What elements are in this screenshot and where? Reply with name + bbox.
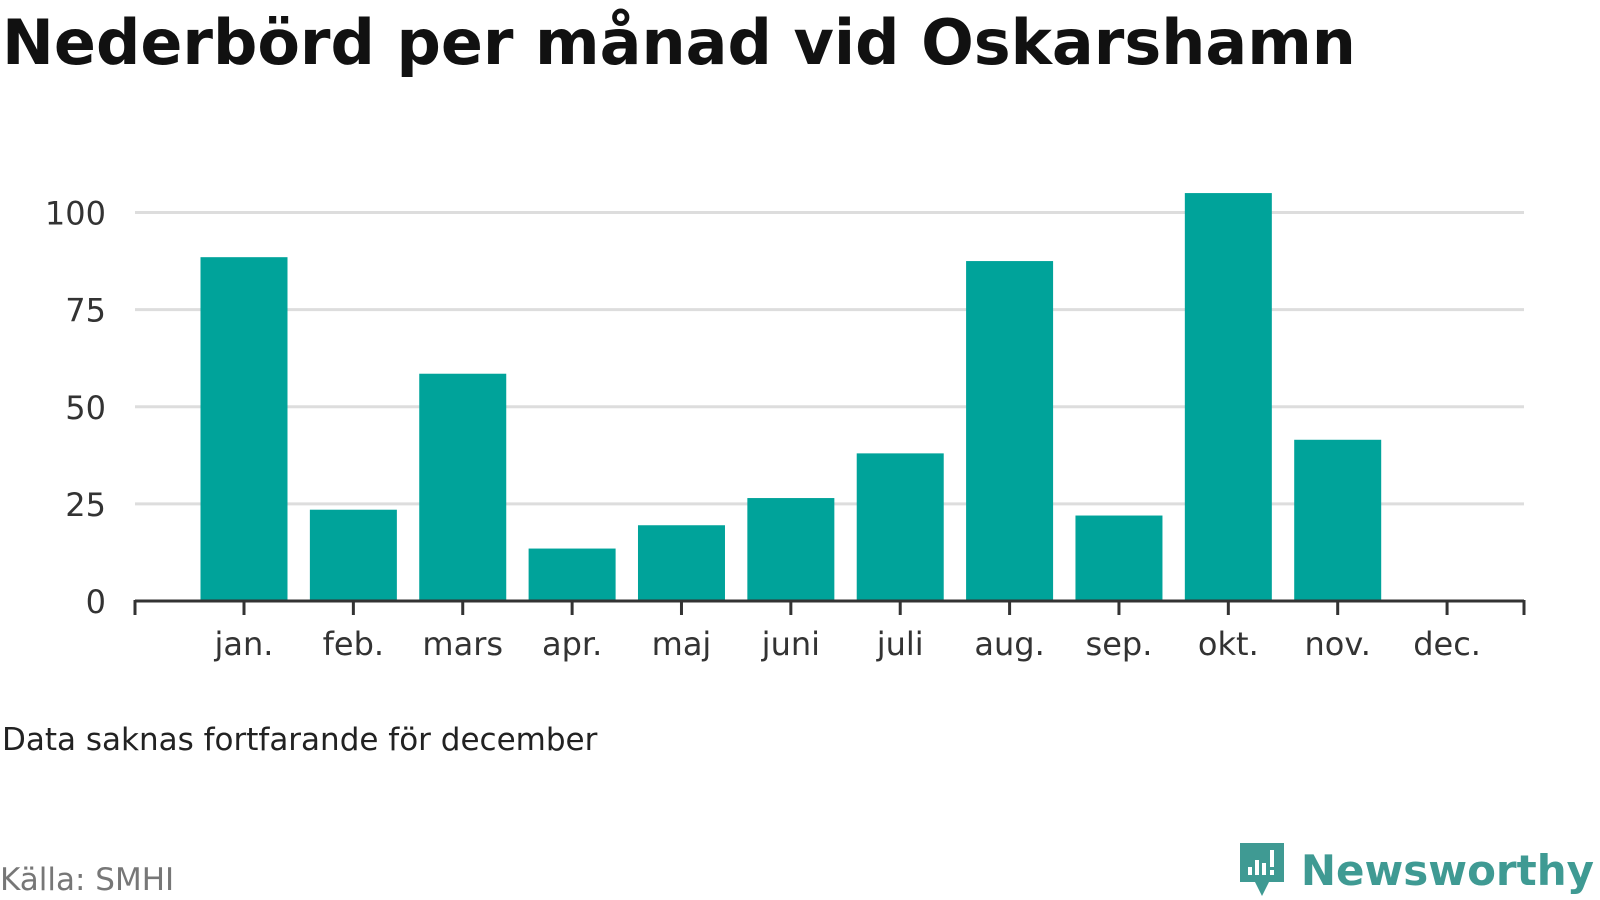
- y-tick-label: 25: [65, 486, 106, 524]
- y-tick-label: 100: [45, 195, 106, 233]
- y-tick-labels: 0 25 50 75 100: [45, 195, 106, 622]
- brand-logo: Newsworthy: [1237, 840, 1594, 900]
- x-tick-label: maj: [652, 625, 712, 663]
- bar: [1075, 515, 1163, 601]
- x-tick-label: apr.: [542, 625, 602, 663]
- x-tick-label: feb.: [323, 625, 384, 663]
- brand-name: Newsworthy: [1300, 845, 1594, 895]
- bar: [309, 509, 397, 601]
- bars: [200, 193, 1382, 601]
- x-tick-label: jan.: [214, 625, 274, 663]
- x-axis: [133, 599, 1526, 615]
- bar: [1294, 439, 1382, 601]
- gridlines: [135, 211, 1524, 506]
- y-tick-label: 75: [65, 292, 106, 330]
- bar: [856, 453, 944, 601]
- x-tick-label: juli: [876, 625, 924, 663]
- source-label: Källa: SMHI: [0, 862, 175, 898]
- bar: [419, 373, 507, 601]
- x-tick-labels: jan. feb. mars apr. maj juni juli aug. sep. okt. n…: [214, 625, 1481, 663]
- y-tick-label: 50: [65, 389, 106, 427]
- bar: [528, 548, 616, 601]
- bar: [1184, 193, 1272, 601]
- x-tick-label: sep.: [1086, 625, 1153, 663]
- y-tick-label: 0: [86, 583, 106, 621]
- chart-note: Data saknas fortfarande för december: [2, 722, 598, 758]
- x-tick-label: dec.: [1413, 625, 1481, 663]
- bar: [966, 261, 1054, 601]
- x-tick-label: juni: [761, 625, 820, 663]
- newsworthy-logo-icon: [1239, 843, 1284, 896]
- bar: [200, 257, 288, 601]
- bar-chart: 0 25 50 75 100 jan. feb. mars apr. maj juni juli au…: [45, 193, 1526, 663]
- bar: [637, 525, 725, 601]
- bar: [747, 498, 835, 601]
- chart-title: Nederbörd per månad vid Oskarshamn: [2, 6, 1356, 79]
- x-tick-label: aug.: [974, 625, 1044, 663]
- x-tick-label: okt.: [1198, 625, 1259, 663]
- x-tick-label: mars: [422, 625, 503, 663]
- x-tick-label: nov.: [1304, 625, 1370, 663]
